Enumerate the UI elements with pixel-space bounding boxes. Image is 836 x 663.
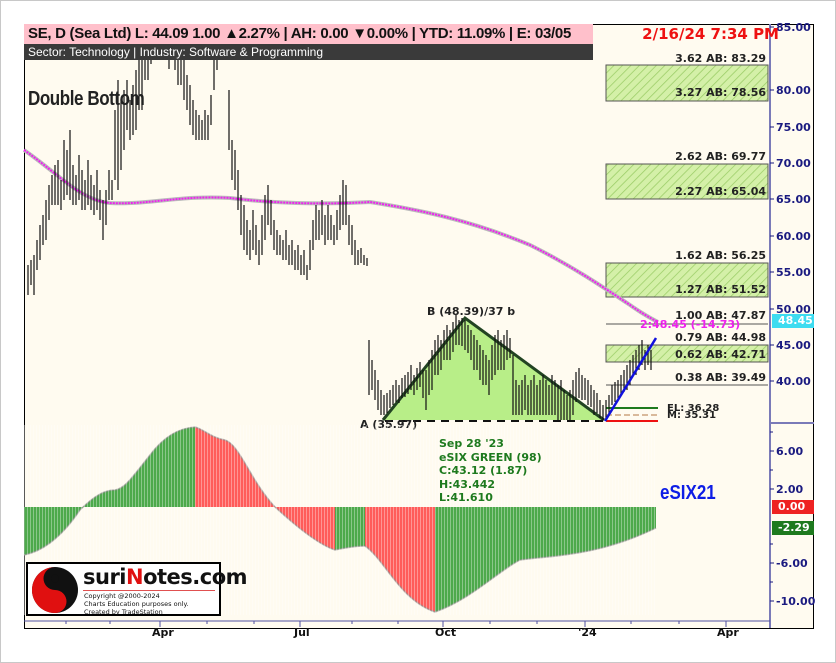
time-axis-ticks [65, 621, 727, 627]
svg-text:3.27 AB: 78.56: 3.27 AB: 78.56 [675, 86, 766, 99]
svg-text:M: 35.31: M: 35.31 [667, 410, 716, 421]
svg-text:-6.00: -6.00 [776, 557, 808, 570]
svg-text:50.00: 50.00 [776, 303, 811, 316]
svg-text:0.79 AB: 44.98: 0.79 AB: 44.98 [675, 331, 766, 344]
yin-yang-icon [32, 567, 78, 613]
svg-text:1.27 AB: 51.52: 1.27 AB: 51.52 [675, 283, 766, 296]
surinotes-logo: suriNotes.com Copyright @2000-2024 Chart… [26, 562, 248, 616]
trend-line [603, 337, 658, 422]
svg-text:70.00: 70.00 [776, 157, 811, 170]
logo-copyright: Copyright @2000-2024 Charts Education pu… [84, 592, 189, 616]
point-b-label: B (48.39)/37 b [427, 305, 515, 318]
esix-low: L:41.610 [439, 491, 493, 504]
svg-text:2.00: 2.00 [776, 483, 803, 496]
price-bars [27, 24, 652, 420]
x-tick-apr2: Apr [717, 626, 739, 639]
timestamp: 2/16/24 7:34 PM [642, 25, 779, 43]
target-labels: 3.62 AB: 83.29 3.27 AB: 78.56 2.62 AB: 6… [675, 52, 766, 384]
esix-value-tag: -2.29 [772, 521, 814, 535]
svg-text:60.00: 60.00 [776, 230, 811, 243]
svg-text:85.00: 85.00 [776, 21, 811, 34]
esix-indicator-name: eSIX21 [660, 482, 716, 504]
svg-text:75.00: 75.00 [776, 121, 811, 134]
sector-header: Sector: Technology | Industry: Software … [24, 44, 593, 60]
svg-text:65.00: 65.00 [776, 193, 811, 206]
svg-text:-10.00: -10.00 [776, 595, 816, 608]
svg-text:6.00: 6.00 [776, 445, 803, 458]
esix-axis-ticks: 6.00 2.00 -6.00 -10.00 [770, 431, 816, 608]
point-a-label: A (35.97) [360, 418, 417, 431]
esix-high: H:43.442 [439, 477, 496, 491]
svg-text:2.27 AB: 65.04: 2.27 AB: 65.04 [675, 185, 766, 198]
svg-text:55.00: 55.00 [776, 266, 811, 279]
esix-info-box: Sep 28 '23 eSIX GREEN (98) C:43.12 (1.87… [439, 437, 542, 505]
svg-text:80.00: 80.00 [776, 84, 811, 97]
x-tick-apr: Apr [152, 626, 174, 639]
esix-zero-tag: 0.00 [772, 500, 814, 514]
last-price-tag: 48.45 [772, 314, 814, 328]
target-zones [605, 64, 769, 386]
svg-text:EL: 36.28: EL: 36.28 [667, 403, 719, 414]
logo-underline [83, 590, 215, 591]
svg-text:40.00: 40.00 [776, 375, 811, 388]
svg-text:45.00: 45.00 [776, 339, 811, 352]
svg-text:0.38 AB: 39.49: 0.38 AB: 39.49 [675, 371, 766, 384]
svg-text:1.00 AB: 47.87: 1.00 AB: 47.87 [675, 309, 766, 322]
pattern-title: Double Bottom [28, 88, 145, 110]
logo-name: suriNotes.com [83, 565, 248, 589]
svg-text:1.62 AB: 56.25: 1.62 AB: 56.25 [675, 249, 766, 262]
esix-histogram [23, 426, 657, 613]
esix-status: eSIX GREEN (98) [439, 450, 542, 464]
ma-shadow [22, 148, 659, 324]
target-price-label: 2:48.45 (-14.73) [640, 318, 740, 331]
esix-date: Sep 28 '23 [439, 437, 504, 450]
svg-text:3.62 AB: 83.29: 3.62 AB: 83.29 [675, 52, 766, 65]
x-tick-oct: Oct [435, 626, 457, 639]
svg-text:0.62 AB: 42.71: 0.62 AB: 42.71 [675, 348, 766, 361]
price-axis-ticks: 85.00 80.00 75.00 70.00 65.00 60.00 55.0… [770, 21, 811, 388]
x-tick-jul: Jul [294, 626, 310, 639]
esix-close: C:43.12 (1.87) [439, 464, 528, 477]
x-tick-24: '24 [578, 626, 597, 639]
pattern-triangle [383, 318, 604, 420]
quote-header: SE, D (Sea Ltd) L: 44.09 1.00 ▲2.27% | A… [24, 24, 593, 44]
svg-text:2.62 AB: 69.77: 2.62 AB: 69.77 [675, 150, 766, 163]
moving-average-line [23, 149, 659, 323]
